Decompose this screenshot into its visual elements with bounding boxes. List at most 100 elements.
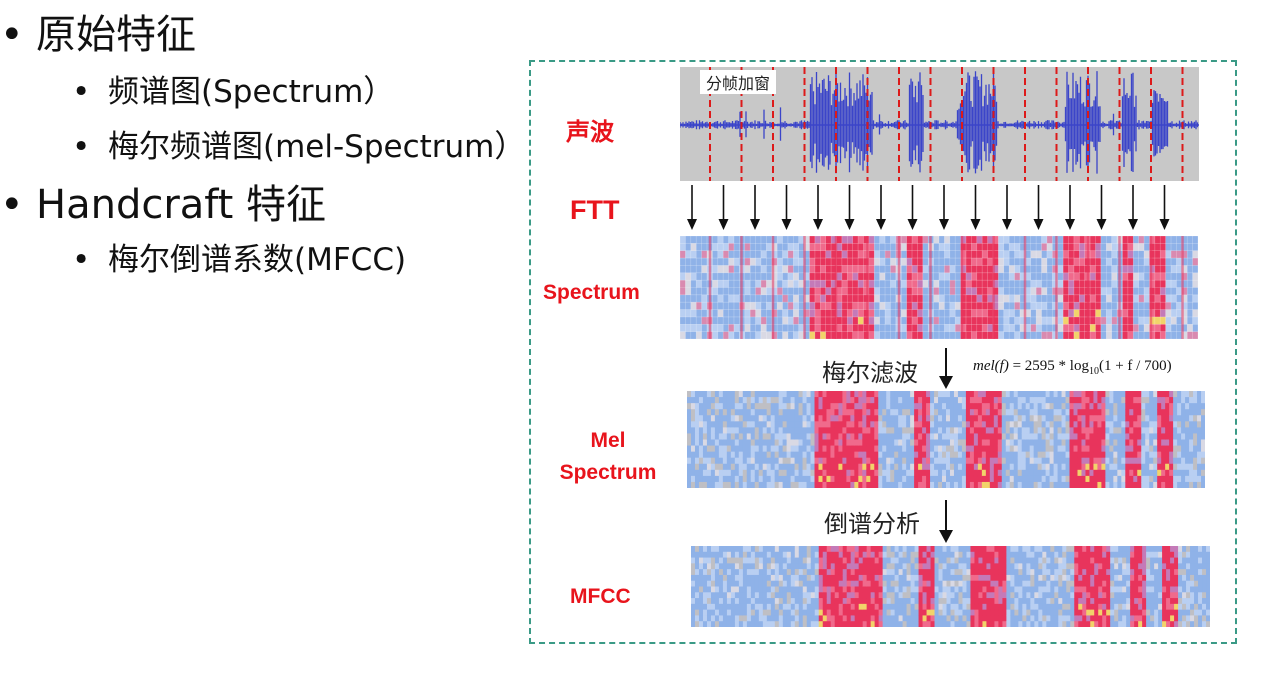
spectrogram-cell	[782, 302, 789, 311]
spectrogram-cell	[1021, 445, 1027, 453]
spectrogram-cell	[942, 409, 947, 416]
spectrogram-cell	[1093, 403, 1098, 410]
spectrogram-cell	[734, 439, 740, 447]
spectrogram-cell	[1153, 481, 1158, 488]
spectrogram-cell	[950, 615, 955, 622]
spectrogram-cell	[850, 475, 855, 483]
spectrogram-cell	[1149, 258, 1156, 266]
spectrogram-cell	[954, 574, 959, 582]
spectrogram-cell	[822, 551, 828, 559]
spectrogram-cell	[1046, 265, 1053, 274]
spectrogram-cell	[734, 563, 740, 570]
spectrogram-cell	[802, 391, 808, 398]
spectrogram-cell	[1157, 409, 1162, 416]
spectrogram-cell	[1041, 415, 1047, 422]
spectrogram-cell	[994, 563, 999, 570]
spectrogram-cell	[1117, 427, 1122, 434]
spectrogram-cell	[702, 463, 708, 471]
spectrogram-cell	[990, 569, 995, 576]
spectrogram-cell	[714, 469, 720, 477]
spectrogram-cell	[1014, 557, 1019, 564]
spectrogram-cell	[750, 309, 757, 318]
spectrogram-cell	[902, 457, 907, 465]
spectrogram-cell	[1149, 302, 1156, 311]
spectrogram-cell	[918, 615, 924, 622]
spectrogram-cell	[1019, 294, 1026, 303]
spectrogram-cell	[1069, 463, 1074, 471]
spectrogram-cell	[1197, 397, 1202, 404]
spectrogram-cell	[1133, 415, 1138, 422]
spectrogram-cell	[1201, 403, 1205, 410]
spectrogram-cell	[882, 427, 887, 434]
spectrogram-cell	[1070, 592, 1075, 599]
spectrogram-cell	[976, 331, 983, 339]
spectrogram-cell	[726, 481, 732, 488]
spectrogram-cell	[987, 250, 994, 259]
spectrogram-cell	[818, 427, 823, 434]
spectrogram-cell	[866, 574, 872, 582]
spectrogram-cell	[760, 272, 767, 281]
mel-filter-arrow	[939, 348, 953, 389]
spectrogram-cell	[942, 451, 947, 459]
spectrogram-cell	[1133, 475, 1138, 483]
spectrogram-cell	[830, 469, 835, 477]
spectrogram-cell	[734, 557, 740, 564]
spectrogram-cell	[874, 621, 880, 627]
spectrogram-cell	[868, 287, 875, 296]
spectrogram-cell	[1122, 287, 1129, 296]
spectrogram-cell	[1046, 603, 1051, 611]
spectrogram-cell	[1181, 433, 1186, 440]
spectrogram-cell	[1025, 427, 1031, 434]
spectrogram-cell	[990, 586, 995, 593]
spectrogram-cell	[976, 258, 983, 266]
spectrogram-cell	[965, 403, 971, 410]
spectrogram-cell	[726, 569, 732, 576]
spectrogram-cell	[746, 574, 752, 582]
spectrogram-cell	[834, 469, 839, 477]
spectrogram-cell	[794, 481, 800, 488]
spectrogram-cell	[1054, 586, 1059, 593]
spectrogram-cell	[804, 280, 810, 288]
spectrogram-cell	[842, 403, 847, 410]
spectrogram-cell	[1149, 445, 1154, 453]
spectrogram-cell	[1193, 397, 1198, 404]
spectrogram-cell	[901, 236, 908, 244]
spectrogram-cell	[1041, 463, 1047, 471]
spectrogram-cell	[910, 445, 915, 453]
spectrogram-cell	[1063, 243, 1069, 252]
spectrogram-cell	[862, 609, 868, 616]
spectrogram-cell	[870, 586, 876, 593]
spectrogram-cell	[987, 309, 994, 318]
spectrogram-cell	[906, 391, 911, 398]
spectrogram-cell	[874, 309, 881, 318]
spectrogram-cell	[1042, 546, 1047, 553]
spectrogram-cell	[850, 557, 856, 564]
spectrogram-cell	[825, 324, 832, 333]
spectrogram-cell	[870, 475, 875, 483]
spectrogram-cell	[742, 592, 748, 599]
spectrogram-cell	[858, 397, 863, 404]
spectrogram-cell	[971, 250, 978, 259]
spectrogram-cell	[917, 287, 924, 296]
spectrogram-cell	[836, 250, 843, 259]
spectrogram-cell	[982, 272, 989, 281]
spectrogram-cell	[1111, 309, 1118, 318]
spectrogram-cell	[838, 397, 843, 404]
spectrogram-cell	[1113, 391, 1118, 398]
spectrogram-cell	[818, 469, 823, 477]
spectrogram-cell	[960, 280, 967, 288]
spectrogram-cell	[926, 409, 931, 416]
spectrogram-cell	[1038, 580, 1043, 587]
spectrogram-cell	[1173, 415, 1178, 422]
spectrogram-cell	[1030, 563, 1035, 570]
spectrogram-cell	[918, 546, 924, 553]
spectrogram-cell	[746, 598, 752, 605]
spectrogram-cell	[970, 563, 975, 570]
spectrogram-cell	[944, 265, 951, 274]
spectrogram-cell	[1057, 427, 1063, 434]
spectrogram-cell	[1025, 463, 1031, 471]
spectrogram-cell	[854, 609, 860, 616]
spectrogram-cell	[890, 403, 895, 410]
spectrogram-cell	[820, 294, 827, 303]
spectrogram-cell	[894, 586, 900, 593]
